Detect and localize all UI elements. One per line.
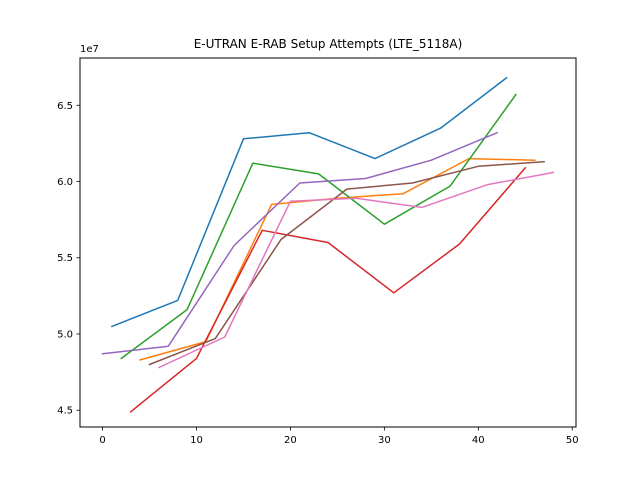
x-tick-label: 0 [99,435,105,446]
y-tick-label: 5.5 [57,253,73,264]
y-tick-label: 6.5 [57,101,73,112]
series-line-5 [101,131,499,355]
series-line-7 [157,171,555,369]
y-tick-label: 5.0 [57,329,73,340]
y-axis-ticks: 4.5 5.0 5.5 6.0 6.5 [57,101,80,417]
plot-frame [79,57,577,428]
x-tick-label: 30 [378,435,391,446]
chart-title: E-UTRAN E-RAB Setup Attempts (LTE_5118A) [194,37,463,51]
x-axis-ticks: 0 10 20 30 40 50 [99,427,579,446]
x-tick-label: 10 [190,435,203,446]
x-tick-label: 40 [472,435,485,446]
y-offset-label: 1e7 [80,44,99,55]
series-lines [101,76,555,413]
x-tick-label: 20 [284,435,297,446]
series-line-4 [129,166,527,413]
series-line-1 [110,76,508,328]
y-tick-label: 6.0 [57,177,73,188]
series-line-6 [148,160,545,366]
x-tick-label: 50 [566,435,579,446]
y-tick-label: 4.5 [57,406,73,417]
series-line-3 [120,93,517,360]
